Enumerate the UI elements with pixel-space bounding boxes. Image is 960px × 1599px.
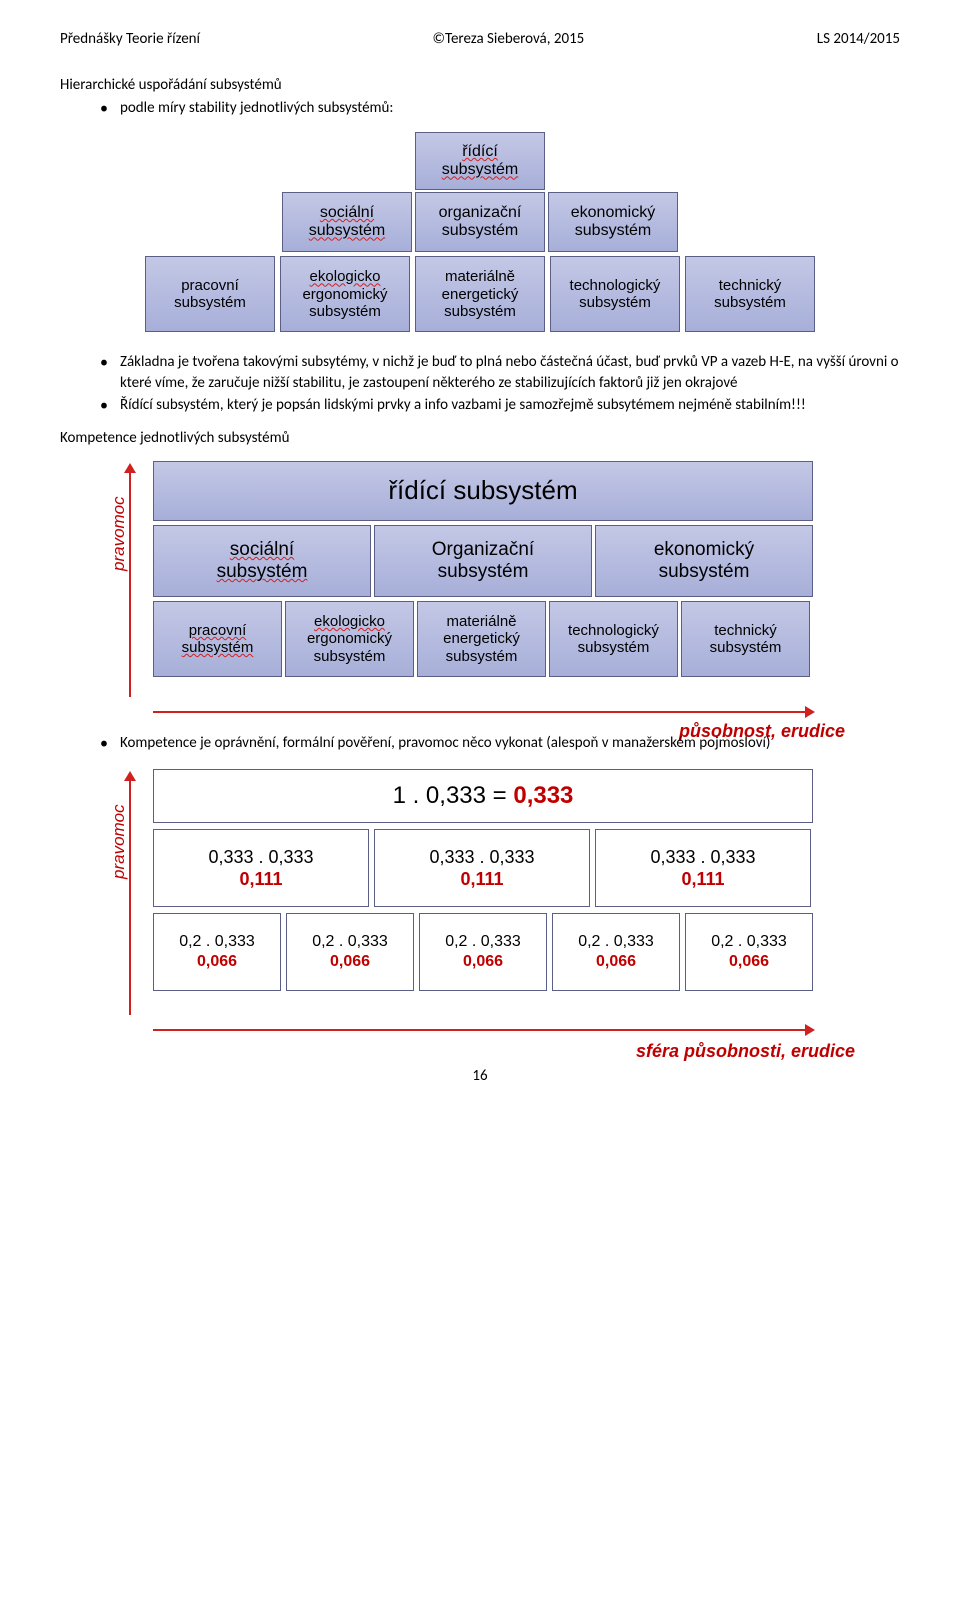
header-left: Přednášky Teorie řízení [60,30,200,48]
calc-cell: 0,333 . 0,3330,111 [595,829,811,907]
subsystem-box: technologickýsubsystém [549,601,678,677]
subsystem-box: materiálněenergetickýsubsystém [415,256,545,332]
calc-cell: 0,2 . 0,3330,066 [153,913,281,991]
subsystem-box: technickýsubsystém [685,256,815,332]
calc-r1-red: 0,333 [513,782,573,809]
bottom-bullet-1: Kompetence je oprávnění, formální pověře… [100,733,900,753]
subsystem-box: pracovnísubsystém [145,256,275,332]
hierarchy-diagram: řídícísubsystém sociálnísubsystémorganiz… [145,132,815,332]
subsystem-box: technickýsubsystém [681,601,810,677]
calc-cell: 0,333 . 0,3330,111 [153,829,369,907]
subsystem-box: materiálněenergetickýsubsystém [417,601,546,677]
calc-cell: 0,2 . 0,3330,066 [286,913,414,991]
section2-title: Kompetence jednotlivých subsystémů [60,429,900,447]
calc-cell: 0,2 . 0,3330,066 [552,913,680,991]
page-header: Přednášky Teorie řízení ©Tereza Sieberov… [60,30,900,48]
d3-yaxis-label: pravomoc [109,805,129,880]
subsystem-box: pracovnísubsystém [153,601,282,677]
d2-yaxis-label: pravomoc [109,496,129,571]
subsystem-box: Organizačnísubsystém [374,525,592,597]
calc-cell: 0,2 . 0,3330,066 [419,913,547,991]
subsystem-box: sociálnísubsystém [282,192,412,252]
section1-title: Hierarchické uspořádání subsystémů [60,76,900,94]
subsystem-box: ekologickoergonomickýsubsystém [280,256,410,332]
calc-cell: 0,2 . 0,3330,066 [685,913,813,991]
page-number: 16 [60,1067,900,1085]
subsystem-box: sociálnísubsystém [153,525,371,597]
mid-bullet-2: Řídící subsystém, který je popsán lidský… [100,395,900,415]
subsystem-box: ekonomickýsubsystém [595,525,813,597]
d2-xaxis-arrow [153,711,813,713]
d3-yaxis-arrow [129,773,131,1015]
calculation-diagram: pravomoc 1 . 0,333 = 0,333 0,333 . 0,333… [115,769,845,1043]
d3-xaxis-label: sféra působnosti, erudice [636,1041,855,1062]
d2-yaxis-arrow [129,465,131,697]
competence-diagram: pravomoc řídící subsystém sociálnísubsys… [115,461,845,733]
subsystem-box: organizačnísubsystém [415,192,545,252]
calc-cell: 0,333 . 0,3330,111 [374,829,590,907]
header-center: ©Tereza Sieberová, 2015 [432,30,584,48]
bottom-bullets: Kompetence je oprávnění, formální pověře… [60,733,900,753]
calc-row1-cell: 1 . 0,333 = 0,333 [153,769,813,823]
mid-bullets: Základna je tvořena takovými subsytémy, … [60,352,900,415]
header-right: LS 2014/2015 [817,30,900,48]
subsystem-box: technologickýsubsystém [550,256,680,332]
section1-bullets: podle míry stability jednotlivých subsys… [60,98,900,118]
section1-bullet: podle míry stability jednotlivých subsys… [100,98,900,118]
calc-r1-black: 1 . 0,333 = [393,782,514,809]
d3-xaxis-arrow [153,1029,813,1031]
mid-bullet-1: Základna je tvořena takovými subsytémy, … [100,352,900,393]
subsystem-box: řídícísubsystém [415,132,545,190]
subsystem-box: ekonomickýsubsystém [548,192,678,252]
subsystem-box: řídící subsystém [153,461,813,521]
subsystem-box: ekologickoergonomickýsubsystém [285,601,414,677]
